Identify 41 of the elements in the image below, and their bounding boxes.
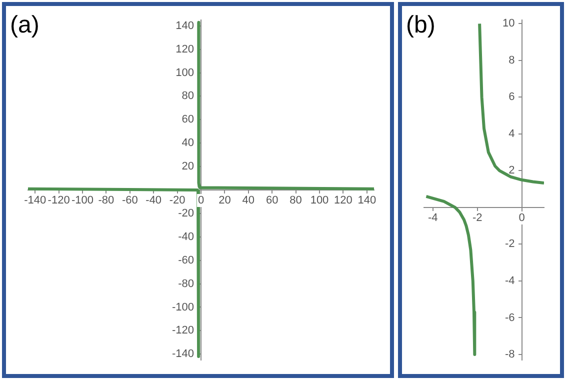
y-tick-label: 2	[508, 164, 515, 177]
y-tick-label: -140	[172, 348, 194, 360]
x-tick-label: -40	[146, 194, 162, 207]
y-tick-label: 100	[176, 66, 194, 79]
y-tick-label: 20	[182, 160, 194, 173]
x-tick-label: 40	[242, 194, 255, 207]
y-tick-label: 60	[182, 114, 194, 126]
chart-title: (a)	[10, 12, 40, 39]
y-tick-label: -6	[504, 312, 515, 324]
chart-title: (b)	[406, 12, 436, 39]
x-tick-label: -100	[71, 194, 94, 207]
y-tick-label: -2	[504, 238, 515, 250]
y-tick-label: 4	[508, 128, 515, 140]
y-tick-label: 8	[508, 54, 515, 66]
y-tick-label: -8	[504, 348, 515, 361]
y-tick-label: 6	[508, 91, 515, 104]
y-tick-label: 80	[182, 90, 194, 102]
x-tick-label: 120	[334, 194, 352, 207]
y-tick-label: -40	[178, 230, 194, 243]
y-tick-label: 10	[502, 18, 515, 30]
x-tick-label: 140	[358, 194, 376, 207]
x-tick-label: -60	[122, 194, 138, 207]
x-tick-label: -120	[48, 194, 70, 207]
x-tick-label: -80	[98, 194, 114, 207]
x-tick-label: 100	[310, 194, 329, 207]
y-tick-label: -60	[178, 254, 194, 266]
y-tick-label: 140	[176, 20, 194, 32]
x-tick-label: -2	[472, 212, 482, 224]
x-tick-label: 0	[518, 212, 525, 224]
y-tick-label: -100	[172, 301, 194, 314]
y-tick-label: -120	[172, 324, 194, 337]
x-tick-label: -4	[428, 212, 438, 224]
x-tick-label: 20	[218, 194, 231, 207]
y-tick-label: -80	[178, 278, 194, 290]
y-tick-label: 40	[182, 137, 194, 150]
x-tick-label: -140	[24, 194, 46, 207]
x-tick-label: 80	[290, 194, 302, 207]
y-tick-label: -4	[504, 275, 515, 288]
x-tick-label: 0	[198, 194, 204, 207]
y-tick-label: 120	[176, 43, 194, 56]
x-tick-label: 60	[266, 194, 278, 207]
